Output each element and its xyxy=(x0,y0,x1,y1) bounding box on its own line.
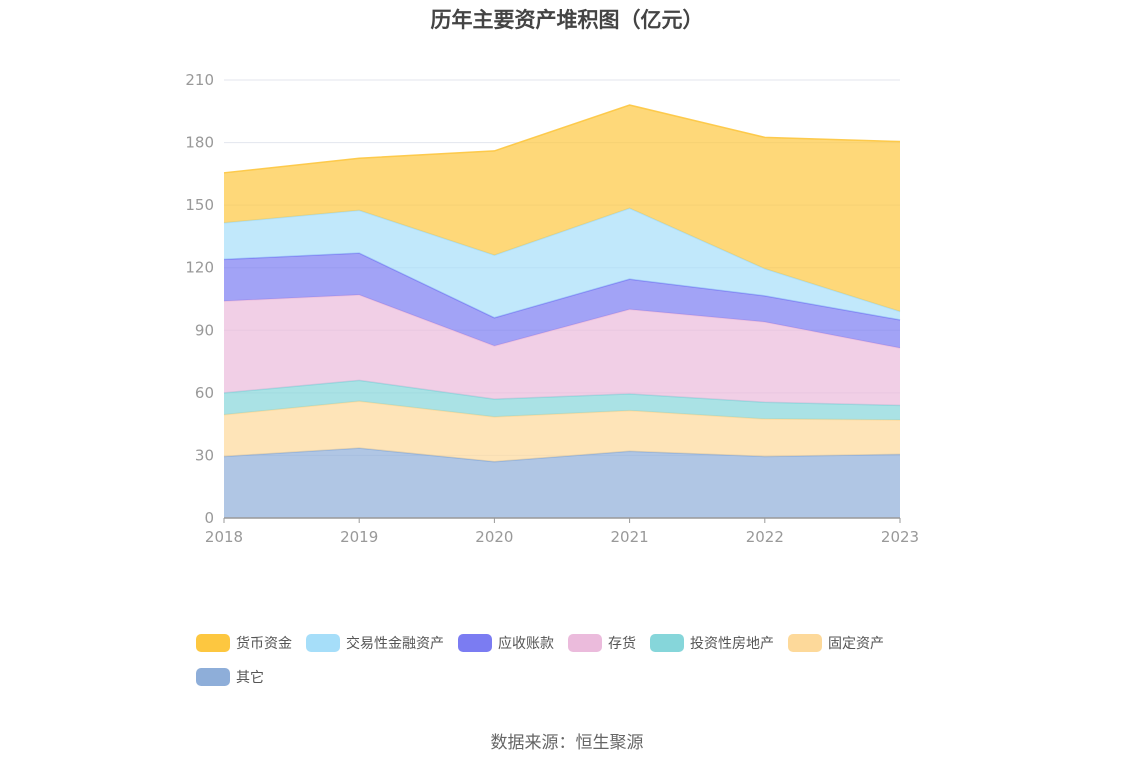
legend-item[interactable]: 其它 xyxy=(196,664,264,690)
legend-label: 其它 xyxy=(236,670,264,686)
y-tick-label: 150 xyxy=(185,196,214,214)
legend-swatch xyxy=(196,668,230,686)
legend-swatch xyxy=(306,634,340,652)
legend-swatch xyxy=(196,634,230,652)
area-series-1 xyxy=(224,448,900,518)
legend-swatch xyxy=(568,634,602,652)
chart-legend: 货币资金 交易性金融资产 应收账款 存货 投资性房地产 固定资产其它 xyxy=(196,630,956,698)
x-tick-label: 2021 xyxy=(611,528,649,546)
y-tick-label: 0 xyxy=(204,509,214,527)
area-series-2 xyxy=(224,401,900,462)
chart-title: 历年主要资产堆积图（亿元） xyxy=(430,8,704,32)
legend-label: 交易性金融资产 xyxy=(346,636,444,652)
legend-item[interactable]: 应收账款 xyxy=(458,630,554,656)
data-source-note: 数据来源：恒生聚源 xyxy=(490,733,644,753)
area-series-5 xyxy=(224,253,900,349)
x-tick-label: 2022 xyxy=(746,528,784,546)
y-tick-label: 210 xyxy=(185,71,214,89)
legend-label: 存货 xyxy=(608,636,636,652)
legend-label: 投资性房地产 xyxy=(690,636,774,652)
area-series-edge-4 xyxy=(223,294,901,349)
area-series-6 xyxy=(224,208,900,320)
legend-label: 固定资产 xyxy=(828,636,884,652)
legend-item[interactable]: 投资性房地产 xyxy=(650,630,774,656)
y-tick-label: 90 xyxy=(195,321,214,339)
x-tick-label: 2023 xyxy=(881,528,919,546)
x-tick-label: 2019 xyxy=(340,528,378,546)
legend-swatch xyxy=(650,634,684,652)
area-series-4 xyxy=(224,294,900,406)
legend-item[interactable]: 货币资金 xyxy=(196,630,292,656)
legend-swatch xyxy=(788,634,822,652)
y-tick-label: 180 xyxy=(185,134,214,152)
x-tick-label: 2018 xyxy=(205,528,243,546)
y-tick-label: 60 xyxy=(195,384,214,402)
y-tick-label: 30 xyxy=(195,446,214,464)
area-series-3 xyxy=(224,380,900,420)
legend-item[interactable]: 交易性金融资产 xyxy=(306,630,444,656)
x-tick-label: 2020 xyxy=(475,528,513,546)
legend-item[interactable]: 固定资产 xyxy=(788,630,884,656)
legend-swatch xyxy=(458,634,492,652)
y-tick-label: 120 xyxy=(185,259,214,277)
legend-label: 应收账款 xyxy=(498,636,554,652)
legend-label: 货币资金 xyxy=(236,636,292,652)
legend-item[interactable]: 存货 xyxy=(568,630,636,656)
area-series-edge-7 xyxy=(223,104,901,174)
